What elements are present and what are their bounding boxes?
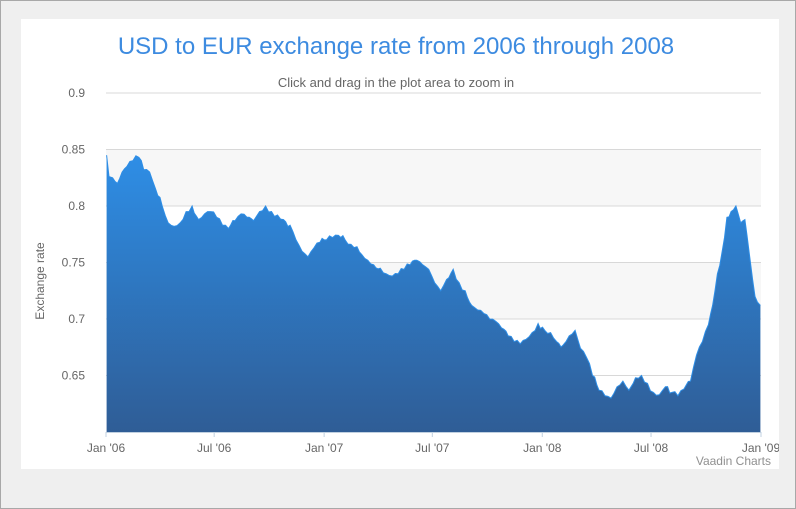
x-tick-label: Jan '09 [742, 441, 779, 455]
series-area[interactable] [106, 155, 761, 432]
chart-svg[interactable]: Jan '06 Jul '06 Jan '07 Jul '07 Jan '08 Jul '… [21, 19, 779, 469]
x-tick-label: Jul '06 [197, 441, 232, 455]
x-tick-label: Jan '07 [305, 441, 344, 455]
x-tick-label: Jan '06 [87, 441, 126, 455]
y-tick-label: 0.65 [62, 369, 86, 383]
chart-container[interactable]: Jan '06 Jul '06 Jan '07 Jul '07 Jan '08 Jul '… [21, 19, 779, 469]
y-axis: 0.65 0.7 0.75 0.8 0.85 0.9 [62, 86, 86, 383]
x-tick-label: Jul '07 [415, 441, 450, 455]
x-tick-label: Jul '08 [634, 441, 669, 455]
x-tick-label: Jan '08 [523, 441, 562, 455]
credits-label[interactable]: Vaadin Charts [696, 454, 771, 468]
series-line [106, 155, 761, 399]
chart-title: USD to EUR exchange rate from 2006 throu… [118, 33, 674, 60]
y-tick-label: 0.85 [62, 143, 86, 157]
chart-subtitle: Click and drag in the plot area to zoom … [278, 75, 514, 90]
y-tick-label: 0.8 [68, 199, 85, 213]
y-tick-label: 0.9 [68, 86, 85, 100]
y-axis-title: Exchange rate [33, 242, 47, 320]
y-tick-label: 0.75 [62, 256, 86, 270]
x-axis: Jan '06 Jul '06 Jan '07 Jul '07 Jan '08 Jul '… [87, 432, 779, 455]
plot-band [106, 149, 761, 206]
y-tick-label: 0.7 [68, 312, 85, 326]
